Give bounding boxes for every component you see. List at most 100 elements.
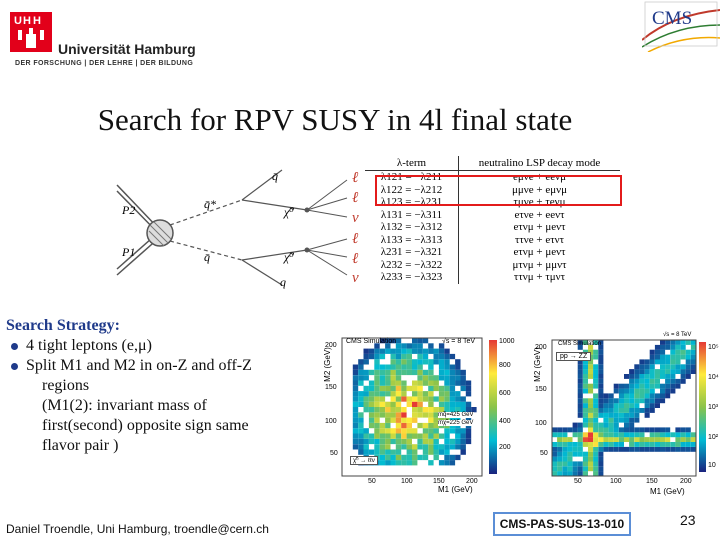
- heatmap-cell: [406, 385, 412, 392]
- heatmap-cell: [680, 378, 686, 384]
- heatmap-cell: [352, 433, 359, 439]
- heatmap-cell: [406, 422, 412, 429]
- heatmap-cell: [438, 401, 445, 407]
- heatmap-cell: [598, 349, 604, 355]
- heatmap-cell: [685, 427, 691, 433]
- heatmap-cell: [680, 437, 686, 442]
- heatmap-cell: [412, 460, 418, 466]
- heatmap-cell: [363, 385, 369, 392]
- table-row: λ233 = −λ323 ττνμ + τμντ: [365, 271, 620, 284]
- heatmap-cell: [390, 364, 396, 370]
- heatmap-cell: [618, 393, 624, 399]
- heatmap-cell: [352, 364, 359, 370]
- heatmap-cell: [460, 396, 466, 402]
- heatmap-cell: [660, 359, 666, 365]
- heatmap-cell: [639, 432, 645, 438]
- heatmap-cell: [422, 369, 429, 376]
- heatmap-cell: [577, 388, 583, 394]
- heatmap-cell: [644, 446, 650, 452]
- z-tick-label: 400: [499, 418, 511, 425]
- heatmap-cell: [562, 456, 568, 462]
- heatmap-cell: [654, 374, 660, 379]
- lambda-term-cell: λ232 = −λ322: [365, 258, 459, 271]
- heatmap-cell: [572, 471, 578, 476]
- heatmap-cell: [660, 437, 666, 442]
- heatmap-cell: [675, 349, 681, 355]
- heatmap-cell: [613, 422, 619, 428]
- heatmap-cell: [401, 433, 407, 439]
- heatmap-cell: [644, 388, 650, 394]
- heatmap-cell: [374, 343, 380, 349]
- heatmap-cell: [422, 444, 429, 450]
- heatmap-cell: [395, 460, 402, 466]
- heatmap-cell: [567, 466, 573, 472]
- heatmap-cell: [577, 374, 583, 379]
- heatmap-cell: [444, 407, 450, 413]
- heatmap-cell: [374, 438, 380, 445]
- heatmap-cell: [618, 417, 624, 423]
- heatmap-cell: [577, 340, 583, 345]
- strategy-heading: Search Strategy:: [6, 317, 120, 334]
- heatmap-cell: [385, 449, 391, 455]
- heatmap-cell: [665, 437, 671, 442]
- heatmap-cell: [449, 444, 456, 450]
- heatmap-cell: [634, 383, 640, 389]
- heatmap-cell: [582, 466, 588, 472]
- heatmap-cell: [385, 391, 391, 397]
- heatmap-cell: [428, 375, 434, 381]
- heatmap-cell: [598, 442, 604, 447]
- decay-mode-cell: eτνe + eeντ: [514, 208, 565, 221]
- heatmap-cell: [608, 412, 614, 418]
- x-axis-label: M1 (GeV): [650, 487, 685, 496]
- heatmap-cell: [665, 354, 671, 360]
- heatmap-cell: [379, 380, 386, 386]
- heatmap-cell: [433, 454, 439, 461]
- y-axis-label: M2 (GeV): [322, 347, 332, 382]
- heatmap-cell: [465, 428, 472, 434]
- heatmap-cell: [417, 391, 423, 397]
- heatmap-cell: [690, 344, 696, 350]
- decay-mode-cell: μτνμ + μμντ: [512, 258, 567, 271]
- heatmap-cell: [665, 393, 671, 399]
- heatmap-cell: [422, 338, 429, 344]
- heatmap-cell: [455, 444, 461, 450]
- heatmap-cell: [444, 401, 450, 407]
- heatmap-cell: [428, 348, 434, 354]
- heatmap-cell: [379, 396, 386, 402]
- heatmap-cell: [582, 403, 588, 408]
- heatmap-cell: [577, 364, 583, 370]
- decay-mode-cell: eμνe + eeνμ: [513, 171, 566, 183]
- search-strategy: Search Strategy: 4 tight leptons (e,μ) S…: [6, 316, 306, 456]
- heatmap-cell: [363, 438, 369, 445]
- heatmap-cell: [444, 433, 450, 439]
- heatmap-cell: [618, 442, 624, 447]
- heatmap-cell: [685, 340, 691, 345]
- heatmap-cell: [444, 380, 450, 386]
- heatmap-cell: [670, 442, 676, 447]
- heatmap-cell: [654, 403, 660, 408]
- heatmap-cell: [444, 454, 450, 461]
- heatmap-cell: [654, 349, 660, 355]
- heatmap-cell: [608, 393, 614, 399]
- heatmap-cell: [644, 412, 650, 418]
- heatmap-cell: [572, 432, 578, 438]
- heatmap-cell: [577, 369, 583, 374]
- heatmap-cell: [401, 407, 407, 413]
- heatmap-cell: [465, 407, 472, 413]
- svg-text:U: U: [14, 15, 22, 27]
- heatmap-cell: [588, 442, 594, 447]
- heatmap-cell: [577, 471, 583, 476]
- heatmap-cell: [639, 442, 645, 447]
- heatmap-cell: [675, 344, 681, 350]
- bullet-icon: [11, 363, 18, 370]
- heatmap-cell: [629, 432, 635, 438]
- heatmap-cell: [433, 449, 439, 455]
- heatmap-cell: [680, 340, 686, 345]
- heatmap-cell: [644, 359, 650, 365]
- heatmap-cell: [562, 466, 568, 472]
- heatmap-cell: [598, 437, 604, 442]
- heatmap-cell: [593, 354, 599, 360]
- neutrino-label: ν: [352, 270, 359, 286]
- y-tick-label: 200: [535, 344, 547, 351]
- heatmap-cell: [582, 422, 588, 428]
